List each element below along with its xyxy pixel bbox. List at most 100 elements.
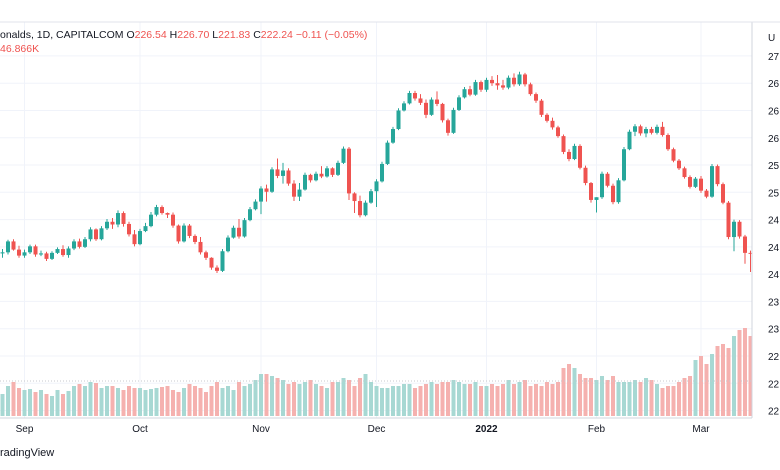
high-value: 226.70	[177, 29, 210, 41]
candle-body	[572, 145, 577, 160]
volume-bar	[534, 384, 538, 416]
volume-bar	[182, 388, 186, 416]
volume-bar	[748, 336, 753, 416]
volume-bar	[325, 388, 329, 416]
volume-bar	[336, 382, 340, 416]
volume-bar	[413, 388, 417, 416]
volume-bar	[176, 392, 181, 416]
volume-bar	[347, 380, 351, 416]
candle-body	[600, 173, 604, 198]
candle-body	[616, 180, 621, 203]
volume-bar	[215, 382, 219, 416]
candle-body	[259, 188, 263, 202]
volume-bar	[99, 388, 104, 416]
candle-body	[154, 207, 159, 215]
volume-bar	[66, 391, 71, 416]
candle-body	[545, 114, 549, 121]
candle-body	[374, 181, 379, 192]
candle-body	[22, 252, 27, 256]
axis-corner-fragment: U	[768, 33, 775, 44]
candle-body	[336, 162, 340, 175]
candle-body	[341, 148, 346, 163]
volume-bar	[88, 382, 93, 416]
y-tick-label: 22	[768, 407, 780, 418]
volume-bar	[605, 380, 610, 416]
x-tick-label: Mar	[692, 424, 710, 435]
volume-bar	[374, 386, 379, 416]
candle-body	[638, 126, 643, 134]
candle-body	[666, 135, 670, 150]
volume-bar	[424, 384, 428, 416]
volume-bar	[600, 376, 604, 416]
volume-bar	[638, 382, 643, 416]
volume-bar	[682, 378, 687, 416]
y-tick-label: 22	[768, 352, 780, 363]
candle-body	[39, 253, 43, 255]
candle-body	[704, 190, 709, 197]
volume-bar	[242, 386, 247, 416]
candle-body	[187, 225, 192, 236]
volume-bar	[396, 386, 401, 416]
close-value: 222.24	[260, 29, 293, 41]
volume-bar	[468, 384, 472, 416]
volume-bar	[275, 378, 280, 416]
y-tick-label: 27	[768, 52, 780, 63]
candle-body	[539, 100, 544, 115]
volume-bar	[556, 382, 560, 416]
volume-bar	[539, 386, 544, 416]
candle-body	[77, 241, 82, 247]
volume-bar	[110, 386, 115, 416]
volume-bar	[649, 380, 654, 416]
volume-bar	[523, 380, 527, 416]
candle-body	[726, 202, 731, 238]
y-tick-label: 26	[768, 106, 780, 117]
volume-bar	[479, 386, 483, 416]
y-tick-label: 26	[768, 134, 780, 145]
candle-body	[198, 241, 203, 253]
candlesticks	[0, 71, 780, 386]
candle-body	[33, 246, 38, 255]
candle-body	[286, 170, 291, 184]
candle-body	[319, 173, 324, 177]
candle-body	[28, 246, 32, 253]
candle-body	[83, 239, 87, 247]
candle-body	[627, 131, 632, 150]
volume-bar	[512, 384, 516, 416]
candle-body	[715, 166, 720, 185]
candle-body	[655, 126, 659, 133]
volume-bar	[143, 390, 148, 416]
candle-body	[281, 170, 285, 176]
volume-bar	[198, 388, 203, 416]
candle-body	[484, 79, 489, 90]
volume-bar	[528, 386, 533, 416]
candle-body	[424, 102, 428, 115]
volume-bar	[330, 382, 335, 416]
tradingview-brand[interactable]: radingView	[0, 447, 55, 459]
volume-bar	[451, 380, 456, 416]
candle-body	[110, 221, 115, 225]
volume-bar	[616, 382, 621, 416]
candle-body	[303, 174, 307, 190]
candle-body	[462, 89, 467, 98]
candle-body	[490, 79, 494, 84]
candle-body	[512, 77, 516, 85]
candle-body	[396, 110, 401, 130]
candle-body	[50, 252, 54, 259]
y-tick-label: 25	[768, 161, 780, 172]
volume-bar	[0, 394, 5, 416]
volume-bar	[193, 386, 197, 416]
symbol-label[interactable]: onalds, 1D, CAPITALCOM	[0, 29, 124, 41]
candle-body	[468, 89, 472, 95]
x-axis: Sep Oct Nov Dec 2022 Feb Mar	[16, 424, 711, 435]
candle-body	[105, 221, 109, 229]
candle-body	[550, 120, 555, 128]
candle-body	[479, 82, 483, 90]
candle-body	[363, 202, 368, 216]
volume-bar	[363, 374, 368, 416]
volume-bar	[286, 384, 291, 416]
candle-body	[143, 226, 148, 232]
volume-bar	[622, 382, 626, 416]
volume-bar	[418, 386, 423, 416]
candle-body	[385, 142, 390, 164]
